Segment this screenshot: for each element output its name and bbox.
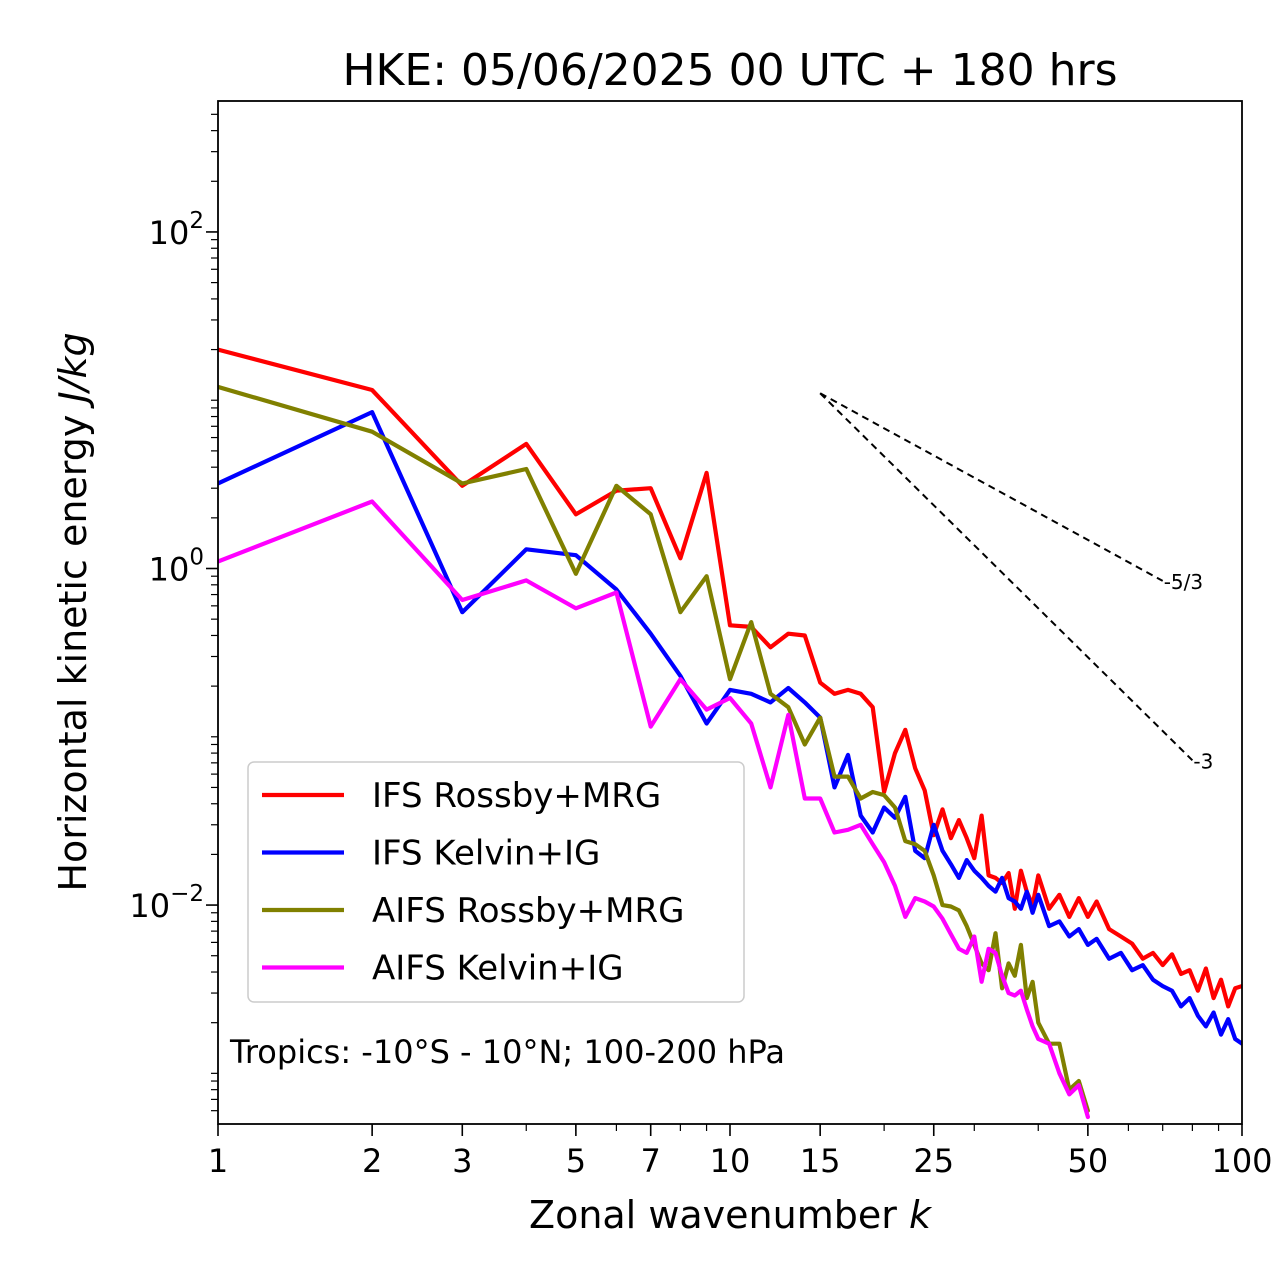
chart-title: HKE: 05/06/2025 00 UTC + 180 hrs	[342, 45, 1117, 96]
x-tick-label: 1	[208, 1142, 228, 1180]
legend-box	[247, 761, 745, 1003]
x-tick-label: 2	[362, 1142, 382, 1180]
y-tick-label: 10−2	[129, 881, 204, 925]
x-tick-label: 10	[710, 1142, 751, 1180]
x-tick-label: 100	[1211, 1142, 1272, 1180]
legend-label: AIFS Kelvin+IG	[372, 949, 624, 989]
reference-slopes: -5/3 -3	[819, 392, 1213, 773]
legend-label: IFS Rossby+MRG	[372, 776, 661, 816]
plot-frame	[217, 100, 1243, 1125]
x-tick-label: 15	[800, 1142, 841, 1180]
region-annotation: Tropics: -10°S - 10°N; 100-200 hPa	[229, 1033, 785, 1071]
x-axis-label-main: Zonal wavenumber	[529, 1193, 909, 1237]
x-tick-labels: 1 2 3 5 7 10 15 25 50 100	[208, 1142, 1273, 1180]
legend: IFS Rossby+MRG IFS Kelvin+IG AIFS Rossby+M…	[247, 761, 745, 1003]
y-tick-labels: 10−2 100 102	[129, 208, 204, 925]
reference-slope-label: -5/3	[1164, 570, 1203, 594]
x-tick-label: 3	[452, 1142, 472, 1180]
reference-slope-label: -3	[1193, 749, 1213, 773]
reference-slope-line	[819, 392, 1194, 761]
x-tick-label: 5	[566, 1142, 586, 1180]
y-axis-label-unit: J/kg	[51, 332, 95, 409]
series-line-aifs-rossby-mrg	[218, 384, 1091, 1113]
y-axis-label: Horizontal kinetic energy J/kg	[51, 332, 95, 891]
x-axis-label-var: k	[909, 1193, 933, 1237]
legend-label: AIFS Rossby+MRG	[372, 891, 684, 931]
major-ticks	[206, 231, 1243, 1136]
series-line-aifs-kelvin-ig	[218, 499, 1091, 1120]
series-group	[218, 347, 1242, 1120]
y-axis-label-main: Horizontal kinetic energy	[51, 403, 95, 892]
reference-slope-line	[819, 392, 1164, 582]
x-tick-label: 7	[641, 1142, 661, 1180]
y-tick-label: 100	[149, 545, 204, 589]
x-tick-label: 25	[913, 1142, 954, 1180]
legend-label: IFS Kelvin+IG	[372, 834, 600, 874]
y-tick-label: 102	[149, 208, 204, 252]
x-tick-label: 50	[1068, 1142, 1109, 1180]
series-line-ifs-kelvin-ig	[218, 410, 1242, 1046]
x-axis-label: Zonal wavenumber k	[529, 1193, 933, 1237]
